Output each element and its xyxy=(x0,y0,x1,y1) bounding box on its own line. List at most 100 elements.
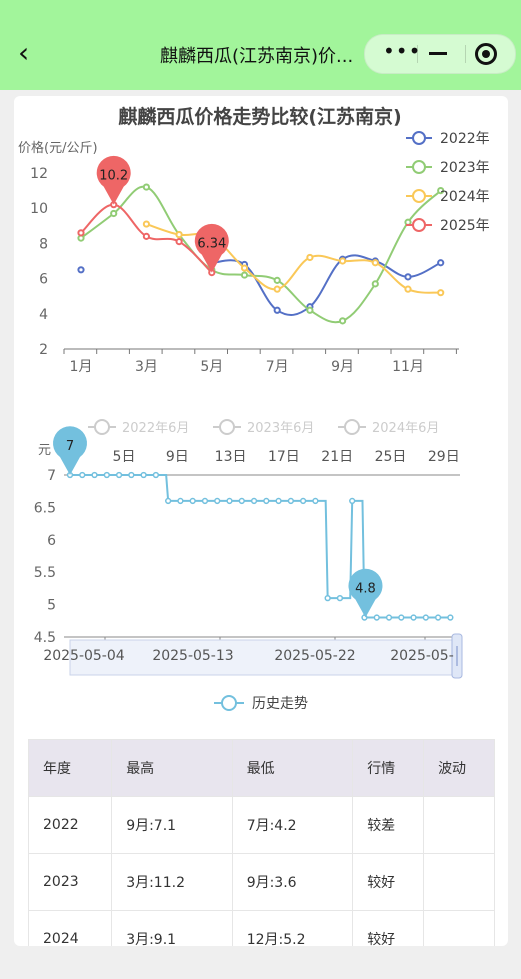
close-target-icon[interactable] xyxy=(475,43,497,65)
date-label: 2025-05-04 xyxy=(43,648,124,664)
data-point xyxy=(79,471,86,479)
legend-symbol-muted xyxy=(94,419,110,435)
y-tick-label: 12 xyxy=(30,166,48,182)
data-point xyxy=(339,317,347,325)
more-options-icon[interactable]: ••• xyxy=(383,39,422,63)
data-point xyxy=(177,497,184,505)
data-point xyxy=(306,306,314,314)
y-tick-label: 5.5 xyxy=(34,565,56,581)
legend-symbol xyxy=(221,695,237,711)
date-label: 2025-05- xyxy=(390,648,454,664)
top-day-label: 29日 xyxy=(428,449,460,465)
date-label: 2025-05-22 xyxy=(274,648,355,664)
top-day-label: 9日 xyxy=(166,449,189,465)
data-point xyxy=(77,229,85,237)
data-point xyxy=(142,232,150,240)
data-point xyxy=(336,594,344,602)
data-point xyxy=(437,187,445,195)
data-point xyxy=(250,497,258,505)
col-market: 行情 xyxy=(352,739,425,797)
legend-symbol xyxy=(412,131,426,145)
marker-label: 4.8 xyxy=(355,582,376,597)
bottom-area xyxy=(0,946,521,979)
data-point xyxy=(437,259,445,267)
marker-label: 10.2 xyxy=(99,169,128,184)
data-point xyxy=(385,614,393,621)
data-point xyxy=(214,497,221,505)
y-tick-label: 2 xyxy=(39,342,48,358)
data-point xyxy=(398,614,405,621)
series-line-history xyxy=(70,474,451,619)
col-high: 最高 xyxy=(111,739,233,797)
data-point xyxy=(371,259,379,267)
legend-symbol xyxy=(412,160,426,174)
data-point xyxy=(447,614,454,621)
table-row: 2022 9月:7.1 7月:4.2 较差 xyxy=(27,796,495,854)
x-tick-label: 9月 xyxy=(331,359,354,375)
minimize-icon[interactable] xyxy=(429,52,447,55)
mini-program-capsule: ••• xyxy=(364,34,516,74)
legend-symbol xyxy=(412,218,426,232)
chart-title: 麒麟西瓜价格走势比较(江苏南京) xyxy=(118,105,401,128)
col-low: 最低 xyxy=(231,739,354,797)
data-point xyxy=(273,306,281,314)
min-marker: 4.8 xyxy=(348,568,383,618)
legend-label-muted: 2022年6月 xyxy=(122,421,189,436)
data-point xyxy=(238,497,245,505)
legend-label: 2022年 xyxy=(440,131,490,147)
data-point xyxy=(404,273,412,281)
price-marker: 6.34 xyxy=(194,223,229,273)
data-point xyxy=(115,471,123,479)
y-tick-label: 6 xyxy=(39,272,48,288)
data-point xyxy=(312,497,319,505)
legend-label: 历史走势 xyxy=(252,696,308,712)
y-tick-label: 6.5 xyxy=(34,500,56,516)
top-day-label: 5日 xyxy=(113,449,136,465)
data-point xyxy=(299,497,307,505)
data-point xyxy=(373,614,380,621)
col-volatility: 波动 xyxy=(423,739,495,797)
y-tick-label: 10 xyxy=(30,201,48,217)
data-point xyxy=(103,471,110,479)
data-point xyxy=(339,257,347,265)
top-day-label: 17日 xyxy=(268,449,300,465)
data-point xyxy=(404,285,412,293)
x-tick-label: 11月 xyxy=(392,359,424,375)
data-point xyxy=(273,276,281,284)
x-tick-label: 3月 xyxy=(135,359,158,375)
yearly-summary-table: 年度 最高 最低 行情 波动 2022 9月:7.1 7月:4.2 较差 202… xyxy=(27,739,495,968)
data-point xyxy=(349,497,356,505)
table-row: 2023 3月:11.2 9月:3.6 较好 xyxy=(27,853,495,911)
y-tick-label: 4 xyxy=(39,307,48,323)
legend-label: 2023年 xyxy=(440,160,490,176)
y-axis-label: 元 xyxy=(38,443,51,458)
chevron-left-icon[interactable]: ‹ xyxy=(18,36,30,69)
data-point xyxy=(226,497,233,505)
data-point xyxy=(175,231,183,239)
data-point xyxy=(324,594,331,602)
data-point xyxy=(434,614,442,621)
data-point xyxy=(410,614,417,621)
x-tick-label: 5月 xyxy=(200,359,223,375)
data-point xyxy=(275,497,282,505)
data-point xyxy=(240,271,249,279)
top-navigation-bar: ‹ 麒麟西瓜(江苏南京)价... ••• xyxy=(0,0,521,90)
series-line-2023年 xyxy=(80,185,442,324)
data-point xyxy=(110,209,118,218)
data-point xyxy=(128,471,135,479)
data-point xyxy=(422,614,429,621)
data-point xyxy=(201,497,209,505)
data-point xyxy=(165,497,172,505)
page-title: 麒麟西瓜(江苏南京)价... xyxy=(160,46,354,67)
legend-symbol-muted xyxy=(219,419,235,435)
legend-label: 2024年 xyxy=(440,189,490,205)
data-point xyxy=(91,471,98,479)
max-marker: 7 xyxy=(53,426,87,475)
x-tick-label: 7月 xyxy=(266,359,289,375)
data-point xyxy=(240,264,249,272)
data-point xyxy=(306,253,314,262)
series-line-2024年 xyxy=(146,223,441,294)
x-tick-label: 1月 xyxy=(70,359,93,375)
data-point xyxy=(152,471,160,479)
marker-label: 6.34 xyxy=(197,237,226,252)
